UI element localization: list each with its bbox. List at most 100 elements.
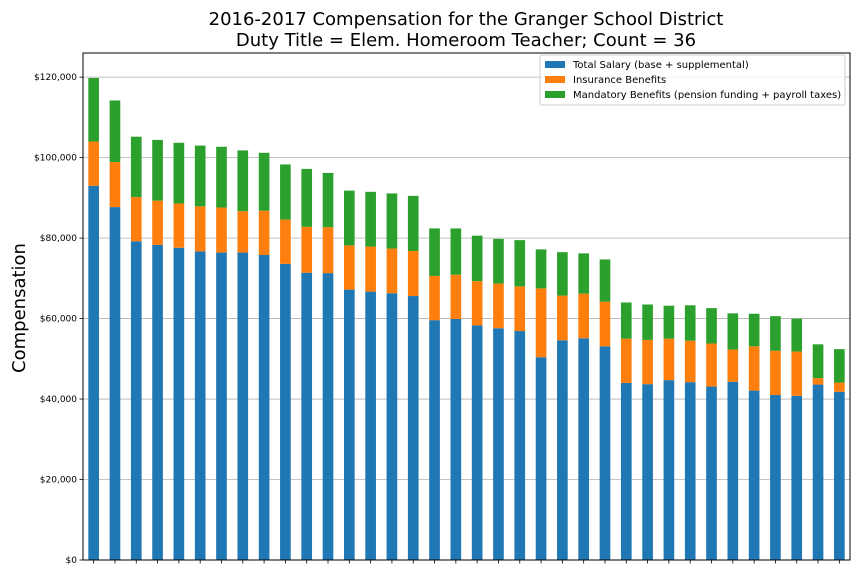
bar-insurance-15 [386, 248, 398, 294]
bar-mandatory-7 [216, 146, 227, 208]
bar-salary-13 [343, 289, 355, 560]
bar-mandatory-20 [493, 238, 504, 284]
bar-mandatory-2 [109, 100, 121, 163]
bar-mandatory-23 [557, 252, 568, 296]
bar-insurance-32 [748, 346, 760, 391]
plot-frame [82, 52, 851, 561]
legend-swatch-insurance [545, 76, 565, 83]
bar-salary-6 [194, 251, 206, 560]
bar-mandatory-4 [152, 139, 163, 201]
bar-insurance-7 [216, 207, 227, 253]
bar-insurance-31 [727, 349, 739, 382]
bar-insurance-6 [194, 206, 206, 252]
bar-mandatory-18 [450, 228, 462, 275]
bar-insurance-33 [770, 350, 781, 396]
legend: Total Salary (base + supplemental) Insur… [539, 54, 846, 106]
bar-salary-18 [450, 318, 462, 560]
bar-salary-34 [791, 395, 803, 560]
y-tick-label: $20,000 [40, 476, 77, 486]
bar-insurance-4 [152, 200, 163, 245]
bar-mandatory-27 [642, 304, 653, 340]
bar-salary-17 [429, 320, 440, 560]
chart-title: 2016-2017 Compensation for the Granger S… [209, 9, 724, 51]
bar-insurance-34 [791, 351, 803, 396]
bar-salary-11 [301, 272, 313, 560]
bar-mandatory-32 [748, 313, 760, 347]
y-tick-label: $100,000 [34, 154, 77, 164]
bar-insurance-8 [237, 211, 249, 253]
bar-mandatory-3 [130, 136, 142, 198]
bar-salary-24 [578, 338, 590, 560]
bar-mandatory-11 [301, 168, 313, 227]
bar-insurance-18 [450, 274, 462, 319]
y-tick-label: $120,000 [34, 73, 77, 83]
bar-insurance-1 [88, 141, 99, 186]
bar-insurance-3 [130, 197, 142, 242]
bar-salary-30 [706, 386, 717, 560]
bar-mandatory-19 [471, 235, 483, 282]
bar-insurance-17 [429, 275, 440, 321]
bar-insurance-28 [663, 338, 675, 381]
bar-insurance-22 [535, 288, 547, 358]
bar-salary-22 [535, 357, 547, 560]
bar-salary-25 [599, 346, 611, 560]
bar-mandatory-21 [514, 240, 526, 287]
chart-title-line-1: 2016-2017 Compensation for the Granger S… [209, 9, 724, 30]
bar-insurance-21 [514, 286, 526, 332]
bar-salary-15 [386, 293, 398, 560]
legend-swatch-mandatory [545, 91, 565, 98]
bar-insurance-13 [343, 245, 355, 290]
bar-salary-4 [152, 244, 163, 560]
bar-insurance-27 [642, 339, 653, 385]
bar-salary-7 [216, 252, 227, 561]
bar-mandatory-15 [386, 193, 398, 249]
y-axis-ticks: $0 $20,000 $40,000 $60,000 $80,000 $100,000 $1… [34, 73, 83, 566]
bar-mandatory-10 [280, 164, 291, 220]
bar-mandatory-14 [365, 191, 376, 247]
bar-salary-21 [514, 331, 526, 560]
bar-salary-26 [620, 382, 632, 560]
bar-mandatory-28 [663, 305, 675, 339]
bar-salary-31 [727, 381, 739, 560]
bar-insurance-35 [812, 378, 824, 385]
bar-insurance-10 [280, 219, 291, 264]
bar-insurance-11 [301, 226, 313, 273]
x-axis-ticks [93, 560, 840, 564]
bar-salary-16 [407, 296, 419, 560]
bar-salary-27 [642, 384, 653, 560]
legend-label-mandatory: Mandatory Benefits (pension funding + pa… [573, 90, 841, 101]
bar-salary-14 [365, 291, 376, 560]
bar-salary-19 [471, 325, 483, 560]
bar-mandatory-17 [429, 228, 440, 276]
bar-insurance-25 [599, 301, 611, 347]
bar-insurance-23 [557, 295, 568, 341]
bars [88, 77, 845, 561]
bar-salary-29 [684, 382, 696, 560]
bar-mandatory-34 [791, 318, 803, 352]
legend-swatch-salary [545, 61, 565, 68]
bar-mandatory-9 [258, 152, 270, 211]
bar-mandatory-13 [343, 190, 355, 246]
bar-mandatory-29 [684, 305, 696, 341]
bar-mandatory-25 [599, 259, 611, 302]
bar-insurance-2 [109, 162, 121, 208]
legend-frame [539, 54, 846, 106]
bar-insurance-19 [471, 281, 483, 326]
bar-mandatory-35 [812, 344, 824, 379]
bar-insurance-30 [706, 343, 717, 387]
bar-insurance-20 [493, 283, 504, 329]
bar-salary-5 [173, 247, 185, 560]
bar-salary-9 [258, 254, 270, 560]
bar-insurance-29 [684, 340, 696, 383]
y-tick-label: $0 [66, 556, 78, 566]
bar-salary-33 [770, 395, 781, 560]
y-axis-label: Compensation [9, 243, 30, 373]
bar-insurance-9 [258, 210, 270, 255]
bar-salary-20 [493, 328, 504, 560]
bar-salary-3 [130, 241, 142, 561]
bar-mandatory-31 [727, 313, 739, 350]
bar-insurance-26 [620, 338, 632, 383]
bar-mandatory-24 [578, 253, 590, 294]
y-tick-label: $80,000 [40, 234, 77, 244]
